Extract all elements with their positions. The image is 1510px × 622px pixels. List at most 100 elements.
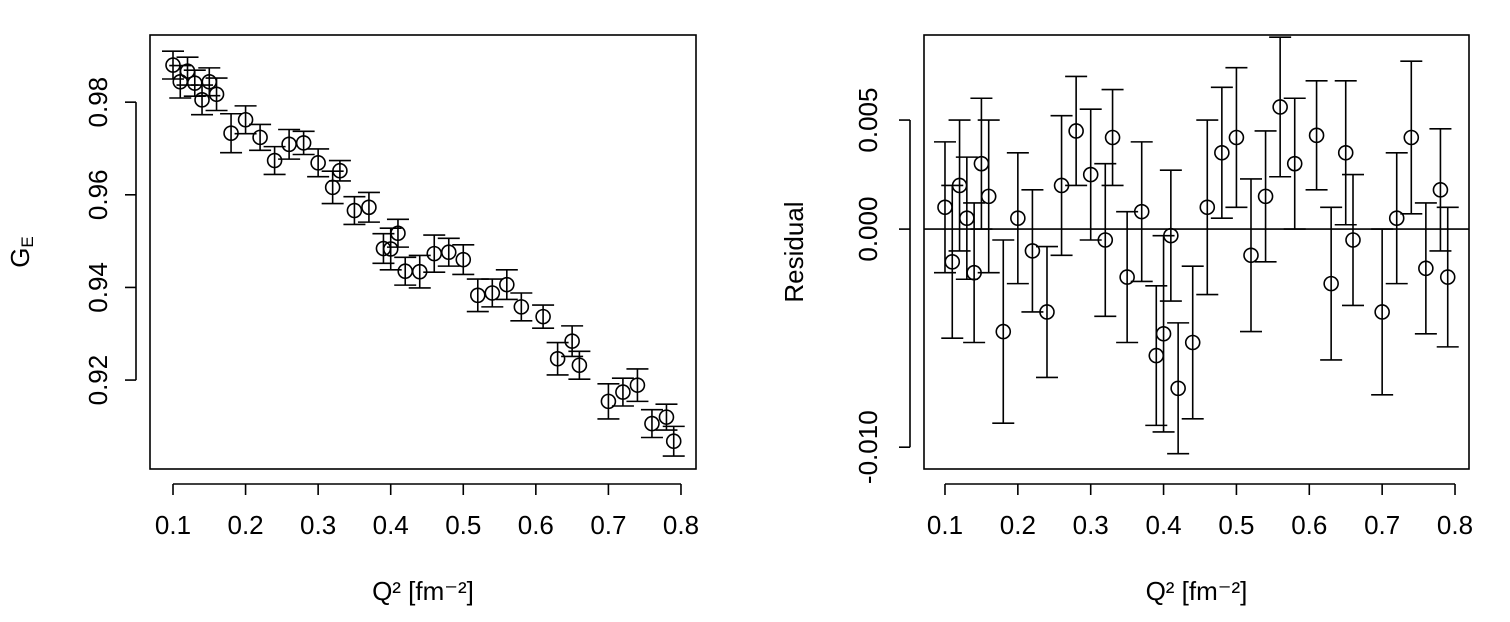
data-point	[252, 129, 268, 146]
x-tick-label: 0.8	[663, 510, 699, 540]
data-point	[1286, 155, 1303, 172]
data-point	[1243, 247, 1259, 264]
error-bar	[357, 191, 380, 223]
error-bar	[1254, 130, 1277, 263]
error-bar	[1385, 151, 1408, 285]
error-bar	[343, 195, 366, 226]
x-tick-label: 0.7	[590, 510, 626, 540]
error-bar	[1320, 206, 1343, 361]
data-point	[310, 155, 326, 171]
x-axis-title: Q² [fm⁻²]	[372, 576, 474, 606]
error-bar	[1035, 245, 1058, 379]
data-point	[1418, 260, 1434, 277]
y-tick-label: -0.010	[853, 410, 883, 484]
error-bar	[611, 377, 634, 407]
data-point	[1039, 304, 1055, 320]
error-bar	[1196, 119, 1219, 296]
data-point	[440, 244, 457, 261]
y-axis-title-sub: E	[18, 236, 37, 247]
data-point	[1323, 275, 1339, 292]
data-point	[629, 377, 646, 393]
data-point	[1199, 199, 1216, 216]
error-bar	[1210, 86, 1233, 219]
data-point	[469, 287, 486, 304]
error-bar	[1414, 202, 1437, 335]
y-tick-label: 0.005	[853, 88, 883, 153]
data-point	[513, 299, 530, 315]
data-point	[382, 241, 399, 257]
error-bar	[1006, 151, 1029, 285]
data-point	[1024, 243, 1041, 259]
error-bar	[977, 119, 1000, 274]
error-bar	[423, 234, 446, 273]
y-axis-title-main: G	[5, 248, 35, 268]
error-bar	[640, 408, 663, 439]
y-axis-title: GE	[5, 236, 38, 268]
data-point	[549, 350, 566, 367]
data-point	[1374, 304, 1390, 320]
x-tick-label: 0.3	[300, 510, 336, 540]
data-point	[1155, 325, 1172, 342]
error-bar	[510, 292, 533, 322]
data-point	[1432, 182, 1449, 198]
data-point	[1403, 129, 1420, 146]
data-point	[615, 384, 631, 400]
error-bar	[1342, 173, 1365, 307]
y-axis-title: Residual	[779, 201, 809, 302]
data-point	[484, 285, 501, 301]
x-tick-label: 0.3	[1073, 510, 1109, 540]
error-bar	[481, 278, 504, 308]
error-bar	[452, 244, 475, 276]
data-point	[390, 225, 406, 242]
error-bar	[1167, 322, 1190, 455]
x-tick-label: 0.5	[1218, 510, 1254, 540]
data-point	[499, 276, 515, 293]
data-point	[361, 199, 377, 216]
data-point	[346, 202, 363, 219]
data-point	[535, 308, 551, 325]
data-point	[1214, 144, 1230, 161]
error-bar	[597, 382, 620, 420]
error-bar	[394, 256, 417, 286]
data-point	[208, 86, 225, 103]
data-point	[332, 162, 348, 179]
data-point	[600, 393, 617, 410]
error-bar	[1269, 36, 1292, 178]
data-point	[564, 333, 580, 349]
data-point	[1104, 129, 1121, 146]
x-tick-label: 0.4	[1145, 510, 1181, 540]
error-bar	[1101, 88, 1124, 187]
data-point	[944, 254, 961, 270]
data-point	[571, 357, 588, 374]
x-tick-label: 0.6	[518, 510, 554, 540]
x-tick-label: 0.5	[445, 510, 481, 540]
x-tick-label: 0.2	[227, 510, 263, 540]
data-point	[1163, 227, 1179, 244]
error-bar	[1305, 79, 1328, 191]
x-tick-label: 0.1	[927, 510, 963, 540]
error-bar	[992, 239, 1015, 425]
error-bar	[568, 350, 591, 380]
y-tick-label: 0.92	[83, 355, 113, 406]
data-point	[1439, 269, 1456, 285]
error-bar	[1130, 141, 1153, 283]
data-point	[1119, 269, 1135, 285]
data-point	[1082, 166, 1099, 183]
data-point	[1133, 203, 1150, 220]
x-tick-label: 0.8	[1437, 510, 1473, 540]
error-bar	[626, 368, 649, 403]
data-point	[194, 92, 210, 108]
error-bar	[1159, 169, 1182, 302]
x-tick-label: 0.2	[1000, 510, 1036, 540]
data-point	[1345, 232, 1361, 248]
error-bar	[1371, 228, 1394, 396]
data-point	[295, 135, 312, 151]
x-axis-title: Q² [fm⁻²]	[1146, 576, 1248, 606]
x-tick-label: 0.1	[155, 510, 191, 540]
plot-frame	[149, 34, 697, 470]
data-point	[1388, 210, 1405, 226]
data-point	[1228, 129, 1245, 146]
error-bar	[307, 148, 330, 178]
